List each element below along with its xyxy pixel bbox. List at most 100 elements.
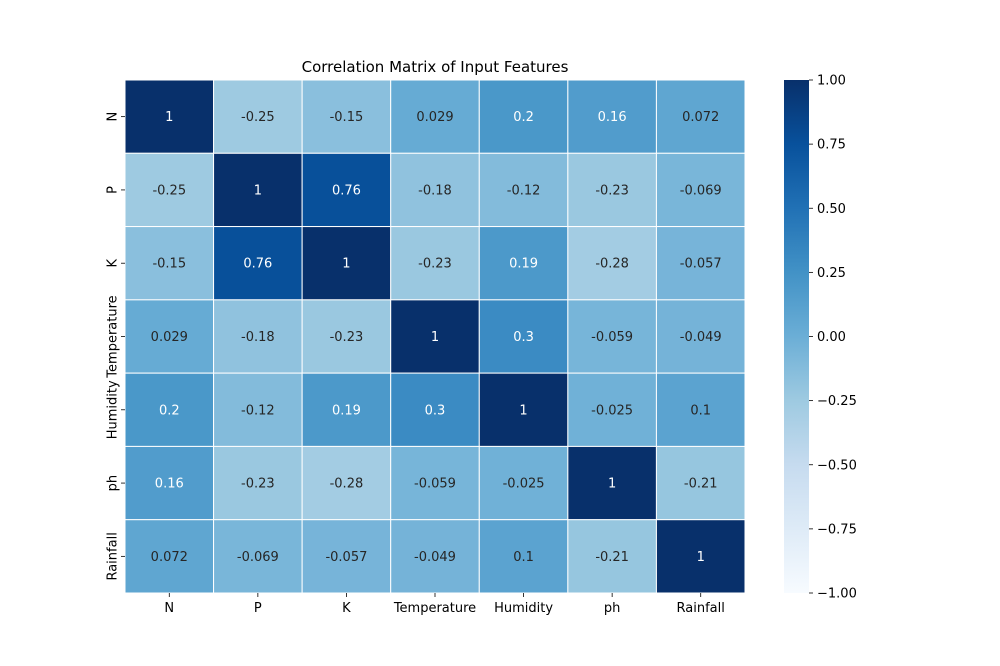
column-label-5: ph xyxy=(604,601,621,616)
colorbar-tick-label-5: −0.25 xyxy=(817,394,857,409)
cell-value-label-4-3: 0.3 xyxy=(425,403,446,418)
heatmap-cell-0-4 xyxy=(478,79,569,154)
heatmap-cell-0-1 xyxy=(213,79,303,154)
colorbar-tick-label-1: 0.75 xyxy=(817,138,846,153)
cell-value-label-3-2: -0.23 xyxy=(330,330,364,345)
column-label-0: N xyxy=(164,601,174,616)
colorbar: 1.00 0.75 0.50 0.25 0.00 −0.25 −0.50 −0.75 −1.00 xyxy=(784,74,857,602)
colorbar-tick-label-6: −0.50 xyxy=(817,458,857,473)
row-label-6: Rainfall xyxy=(106,532,121,580)
cell-value-label-4-4: 1 xyxy=(519,403,527,418)
heatmap-cell-3-0 xyxy=(124,299,215,374)
heatmap-cell-6-4 xyxy=(478,519,569,594)
colorbar-tick-label-4: 0.00 xyxy=(817,330,846,345)
cell-value-label-0-5: 0.16 xyxy=(598,110,627,125)
cell-value-label-0-0: 1 xyxy=(165,110,173,125)
colorbar-tick-label-8: −1.00 xyxy=(817,587,857,602)
cell-value-label-0-2: -0.15 xyxy=(330,110,364,125)
cell-value-label-1-3: -0.18 xyxy=(418,183,452,198)
colorbar-tick-label-3: 0.25 xyxy=(817,266,846,281)
heatmap-cell-1-6 xyxy=(655,152,746,228)
heatmap-cell-3-1 xyxy=(213,299,303,374)
row-label-1: P xyxy=(106,186,121,194)
column-axis: N P K Temperature Humidity ph Rainfall xyxy=(164,593,725,616)
heatmap-cell-4-6 xyxy=(655,372,746,447)
cell-value-label-3-5: -0.059 xyxy=(591,330,633,345)
cell-value-label-1-1: 1 xyxy=(254,183,262,198)
cell-value-label-5-0: 0.16 xyxy=(155,477,184,492)
heatmap-cell-3-6 xyxy=(655,299,746,374)
cell-value-label-5-4: -0.025 xyxy=(503,477,545,492)
cell-value-label-5-1: -0.23 xyxy=(241,477,275,492)
heatmap-cell-6-5 xyxy=(567,519,657,594)
chart-title: Correlation Matrix of Input Features xyxy=(302,58,569,76)
cell-value-label-2-4: 0.19 xyxy=(509,257,538,272)
heatmap-cells: 1 -0.25 -0.15 0.029 0.2 0.16 0.072 -0.25 1 0.76 -0… xyxy=(124,79,746,594)
cell-value-label-6-0: 0.072 xyxy=(151,550,188,565)
heatmap-cell-4-2 xyxy=(301,372,392,447)
heatmap-cell-0-5 xyxy=(567,79,657,154)
column-label-1: P xyxy=(254,601,262,616)
colorbar-tick-label-2: 0.50 xyxy=(817,202,846,217)
cell-value-label-1-6: -0.069 xyxy=(680,183,722,198)
column-label-2: K xyxy=(342,601,351,616)
cell-value-label-4-2: 0.19 xyxy=(332,403,361,418)
heatmap-cell-5-4 xyxy=(478,445,569,521)
colorbar-tick-label-0: 1.00 xyxy=(817,74,846,89)
cell-value-label-4-0: 0.2 xyxy=(159,403,180,418)
heatmap-cell-2-2 xyxy=(301,226,392,301)
cell-value-label-1-0: -0.25 xyxy=(152,183,186,198)
cell-value-label-5-3: -0.059 xyxy=(414,477,456,492)
heatmap-cell-5-3 xyxy=(390,445,480,521)
cell-value-label-4-5: -0.025 xyxy=(591,403,633,418)
cell-value-label-1-2: 0.76 xyxy=(332,183,361,198)
cell-value-label-6-4: 0.1 xyxy=(513,550,534,565)
cell-value-label-3-1: -0.18 xyxy=(241,330,275,345)
heatmap-cell-2-5 xyxy=(567,226,657,301)
heatmap-cell-1-5 xyxy=(567,152,657,228)
heatmap-cell-5-0 xyxy=(124,445,215,521)
heatmap-cell-6-6 xyxy=(655,519,746,594)
cell-value-label-2-3: -0.23 xyxy=(418,257,452,272)
cell-value-label-3-3: 1 xyxy=(431,330,439,345)
heatmap-cell-5-1 xyxy=(213,445,303,521)
cell-value-label-0-6: 0.072 xyxy=(682,110,719,125)
cell-value-label-2-0: -0.15 xyxy=(152,257,186,272)
cell-value-label-0-4: 0.2 xyxy=(513,110,534,125)
row-label-4: Humidity xyxy=(106,380,121,439)
cell-value-label-4-6: 0.1 xyxy=(690,403,711,418)
colorbar-bar xyxy=(784,80,809,593)
heatmap-cell-6-3 xyxy=(390,519,480,594)
column-label-3: Temperature xyxy=(393,601,476,616)
cell-value-label-3-6: -0.049 xyxy=(680,330,722,345)
cell-value-label-6-6: 1 xyxy=(697,550,705,565)
heatmap-cell-2-4 xyxy=(478,226,569,301)
row-label-3: Temperature xyxy=(106,295,121,378)
cell-value-label-2-5: -0.28 xyxy=(595,257,629,272)
heatmap-cell-0-2 xyxy=(301,79,392,154)
cell-value-label-2-6: -0.057 xyxy=(680,257,722,272)
heatmap-cell-0-0 xyxy=(124,79,215,154)
cell-value-label-2-2: 1 xyxy=(342,257,350,272)
cell-value-label-6-5: -0.21 xyxy=(595,550,629,565)
cell-value-label-3-0: 0.029 xyxy=(151,330,188,345)
row-label-5: ph xyxy=(106,475,121,492)
cell-value-label-3-4: 0.3 xyxy=(513,330,534,345)
column-label-4: Humidity xyxy=(494,601,553,616)
column-label-6: Rainfall xyxy=(677,601,725,616)
cell-value-label-0-1: -0.25 xyxy=(241,110,275,125)
heatmap-cell-6-0 xyxy=(124,519,215,594)
heatmap-cell-5-6 xyxy=(655,445,746,521)
cell-value-label-6-1: -0.069 xyxy=(237,550,279,565)
colorbar-tick-label-7: −0.75 xyxy=(817,522,857,537)
cell-value-label-5-5: 1 xyxy=(608,477,616,492)
cell-value-label-4-1: -0.12 xyxy=(241,403,275,418)
cell-value-label-6-3: -0.049 xyxy=(414,550,456,565)
cell-value-label-0-3: 0.029 xyxy=(416,110,453,125)
row-label-0: N xyxy=(106,112,121,122)
heatmap-cell-1-4 xyxy=(478,152,569,228)
cell-value-label-2-1: 0.76 xyxy=(243,257,272,272)
heatmap-cell-4-0 xyxy=(124,372,215,447)
heatmap-cell-1-2 xyxy=(301,152,392,228)
